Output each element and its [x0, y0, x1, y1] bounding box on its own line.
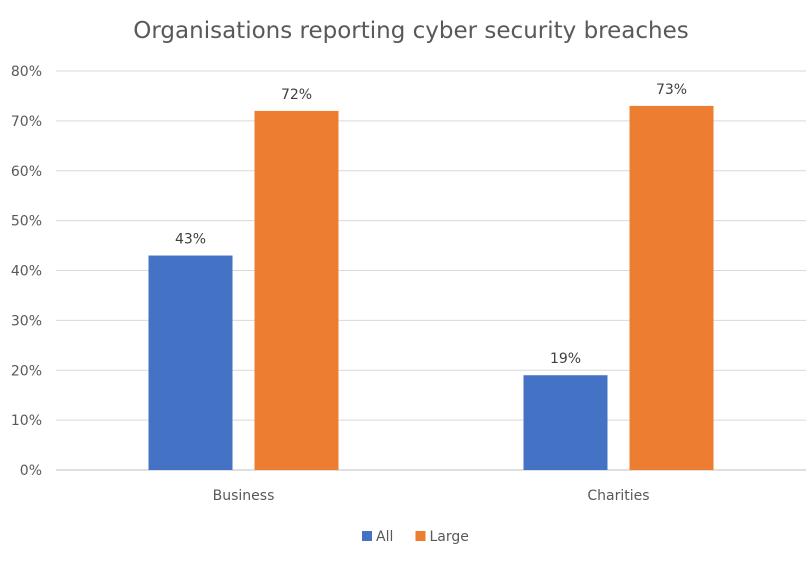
data-labels: 43% 72% 19% 73%	[175, 82, 687, 367]
data-label: 72%	[281, 87, 312, 103]
y-tick-label: 80%	[11, 64, 42, 80]
legend: All Large	[362, 529, 469, 545]
data-label: 43%	[175, 232, 206, 248]
y-tick-label: 70%	[11, 114, 42, 130]
data-label: 73%	[656, 82, 687, 98]
x-axis-categories: Business Charities	[213, 488, 650, 504]
y-tick-label: 0%	[20, 463, 42, 479]
x-category-label: Business	[213, 488, 275, 504]
legend-label-large: Large	[430, 529, 469, 545]
y-tick-label: 10%	[11, 413, 42, 429]
y-axis-ticks: 0% 10% 20% 30% 40% 50% 60% 70% 80%	[11, 64, 42, 479]
bar-all-charities	[523, 375, 608, 470]
chart-title: Organisations reporting cyber security b…	[133, 18, 688, 44]
y-tick-label: 40%	[11, 264, 42, 280]
y-tick-label: 20%	[11, 363, 42, 379]
bar-large-charities	[629, 105, 714, 470]
data-label: 19%	[550, 351, 581, 367]
bar-all-business	[148, 255, 233, 470]
y-tick-label: 50%	[11, 214, 42, 230]
bars	[148, 105, 714, 471]
y-tick-label: 60%	[11, 164, 42, 180]
bar-large-business	[254, 110, 339, 471]
legend-swatch-all	[362, 531, 372, 541]
legend-swatch-large	[415, 531, 426, 541]
legend-label-all: All	[376, 529, 393, 545]
y-tick-label: 30%	[11, 313, 42, 329]
x-category-label: Charities	[587, 488, 649, 504]
